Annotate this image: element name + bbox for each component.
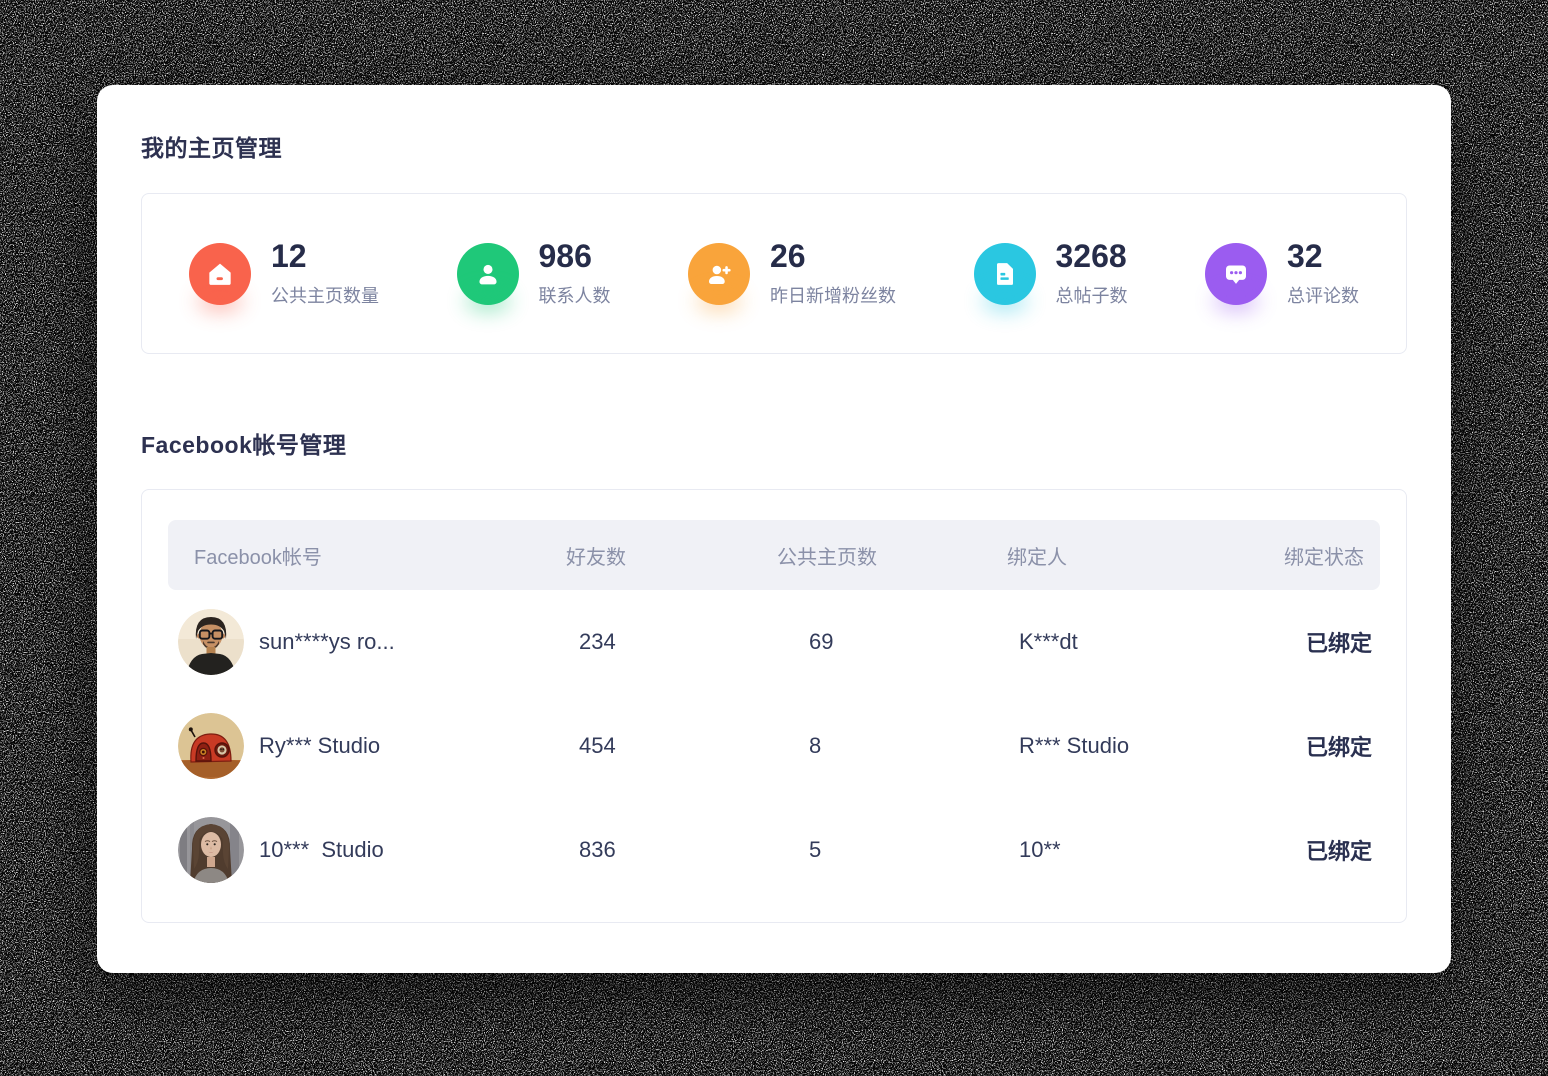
binding-status: 已绑定 <box>1305 839 1372 864</box>
binding-status: 已绑定 <box>1305 631 1372 656</box>
stat-value: 26 <box>770 238 806 275</box>
avatar <box>178 609 244 675</box>
stat-contacts: 986 联系人数 <box>456 238 611 307</box>
stat-value: 32 <box>1287 238 1323 275</box>
binding-status: 已绑定 <box>1305 735 1372 760</box>
facebook-accounts-title: Facebook帐号管理 <box>141 432 347 458</box>
account-name: 10*** Studio <box>259 837 384 862</box>
binder-name: R*** Studio <box>1019 733 1130 758</box>
avatar <box>178 713 244 779</box>
document-icon <box>973 242 1036 305</box>
column-header-friends: 好友数 <box>566 546 626 569</box>
table-row: Ry*** Studio 454 8 R*** Studio 已绑定 <box>168 694 1380 798</box>
comment-icon <box>1205 242 1267 305</box>
stat-label: 总评论数 <box>1287 285 1359 306</box>
stat-new-fans: 26 昨日新增粉丝数 <box>688 239 896 307</box>
table-header-row: Facebook帐号 好友数 公共主页数 绑定人 绑定状态 <box>168 520 1380 590</box>
account-name: Ry*** Studio <box>259 733 381 758</box>
column-header-status: 绑定状态 <box>1284 546 1364 569</box>
stat-value: 12 <box>271 238 307 275</box>
stat-label: 总帖子数 <box>1055 285 1128 306</box>
page-title: 我的主页管理 <box>141 135 282 161</box>
stat-label: 公共主页数量 <box>271 285 379 306</box>
account-name: sun****ys ro... <box>259 629 395 654</box>
stat-value: 3268 <box>1055 238 1127 275</box>
column-header-account: Facebook帐号 <box>194 546 322 569</box>
user-add-icon <box>688 242 750 305</box>
binder-name: K***dt <box>1019 629 1078 654</box>
friends-count: 234 <box>579 629 616 654</box>
pages-count: 5 <box>809 837 822 862</box>
stat-value: 986 <box>538 238 592 275</box>
friends-count: 836 <box>579 837 616 862</box>
stat-label: 昨日新增粉丝数 <box>770 285 896 306</box>
facebook-accounts-table: Facebook帐号 好友数 公共主页数 绑定人 绑定状态 <box>141 489 1407 923</box>
stat-public-pages: 12 公共主页数量 <box>189 239 379 307</box>
home-icon <box>189 242 251 305</box>
column-header-binder: 绑定人 <box>1007 546 1067 569</box>
stat-label: 联系人数 <box>538 285 611 306</box>
pages-count: 69 <box>809 629 834 654</box>
binder-name: 10** <box>1019 837 1061 862</box>
friends-count: 454 <box>579 733 616 758</box>
column-header-pages: 公共主页数 <box>777 546 877 569</box>
pages-count: 8 <box>809 733 822 758</box>
avatar <box>178 817 244 883</box>
stat-total-posts: 3268 总帖子数 <box>973 238 1128 307</box>
table-row: sun****ys ro... 234 69 K***dt 已绑定 <box>168 590 1380 694</box>
table-row: 10*** Studio 836 5 10** 已绑定 <box>168 798 1380 902</box>
stat-total-comments: 32 总评论数 <box>1205 239 1359 307</box>
user-icon <box>456 242 519 305</box>
stats-panel: 12 公共主页数量 986 联系人数 26 昨日新增粉丝数 <box>141 193 1407 354</box>
dashboard-card: 我的主页管理 12 公共主页数量 986 联系人数 <box>97 85 1451 973</box>
